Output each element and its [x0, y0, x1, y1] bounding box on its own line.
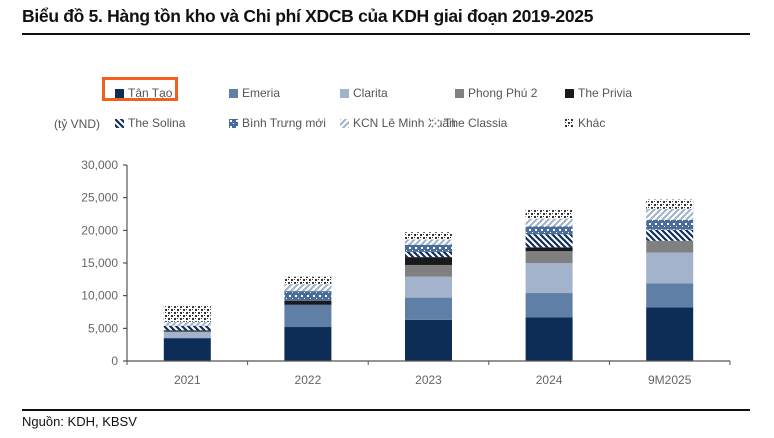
bar-segment-the-privia-2023: [405, 257, 452, 265]
bar-segment-tan-tao-2023: [405, 319, 452, 361]
y-tick-label: 20,000: [81, 223, 118, 237]
bar-segment-phong-phu-2-2023: [405, 264, 452, 277]
bar-segment-kcn-le-minh-xuan-2022: [284, 283, 332, 292]
y-axis-unit-label: (tỷ VND): [54, 117, 100, 131]
y-tick-label: 10,000: [81, 289, 118, 303]
legend-swatch-icon: [115, 88, 124, 98]
bar-segment-tan-tao-2021: [163, 338, 211, 361]
bar-segment-the-privia-2021: [163, 330, 211, 332]
bar-segment-clarita-2021: [163, 331, 211, 339]
legend-swatch-icon: [431, 118, 440, 128]
bar-segment-phong-phu-2-9m2025: [646, 240, 694, 253]
legend-swatch-icon: [455, 88, 464, 98]
legend-swatch-icon: [340, 118, 349, 128]
legend-item-khac: Khác: [565, 116, 605, 130]
bar-segment-the-solina-2024: [525, 234, 573, 248]
bar-segment-phong-phu-2-2024: [525, 251, 573, 263]
legend-label: The Privia: [578, 86, 633, 100]
bar-segment-khac-2021: [163, 306, 211, 322]
y-tick-label: 15,000: [81, 256, 118, 270]
legend-item-the-solina: The Solina: [115, 116, 185, 130]
legend-label: Emeria: [242, 86, 281, 100]
bar-segment-emeria-2024: [525, 293, 573, 318]
bar-segment-binh-trung-moi-2023: [405, 244, 452, 252]
legend-label: Khác: [578, 116, 606, 130]
bar-segment-tan-tao-9m2025: [646, 307, 694, 361]
x-tick-label: 2021: [174, 373, 201, 387]
chart-title: Biểu đồ 5. Hàng tồn kho và Chi phí XDCB …: [22, 6, 594, 26]
legend-label: Bình Trưng mới: [242, 116, 326, 130]
legend-item-binh-trung-moi: Bình Trưng mới: [229, 116, 326, 130]
legend-item-clarita: Clarita: [340, 86, 388, 100]
legend-swatch-icon: [565, 88, 574, 98]
legend-label: Tân Tạo: [128, 86, 173, 100]
bar-segment-the-solina-2021: [163, 325, 211, 331]
bar-segment-khac-2024: [525, 210, 573, 219]
legend-item-tan-tao: Tân Tạo: [115, 86, 172, 100]
bar-segment-clarita-2024: [525, 263, 573, 294]
legend-swatch-icon: [115, 118, 124, 128]
legend-swatch-icon: [229, 88, 238, 98]
bar-segment-emeria-2022: [284, 304, 332, 328]
x-tick-label: 2022: [295, 373, 322, 387]
legend-label: The Classia: [444, 116, 508, 130]
legend-label: KCN Lê Minh Xuân: [353, 116, 456, 130]
bar-segment-the-privia-2022: [284, 300, 332, 305]
legend-item-the-classia: The Classia: [431, 116, 507, 130]
bar-segment-emeria-9m2025: [646, 283, 694, 308]
legend-swatch-icon: [340, 88, 349, 98]
bar-segment-tan-tao-2024: [525, 317, 573, 361]
legend-item-emeria: Emeria: [229, 86, 280, 100]
y-tick-label: 5,000: [88, 321, 118, 335]
x-tick-label: 9M2025: [648, 373, 692, 387]
bar-segment-tan-tao-2022: [284, 327, 332, 361]
y-tick-label: 25,000: [81, 191, 118, 205]
legend-label: Clarita: [353, 86, 388, 100]
bar-segment-kcn-le-minh-xuan-2021: [163, 321, 211, 326]
bar-segment-emeria-2023: [405, 297, 452, 320]
bar-segment-the-solina-2023: [405, 251, 452, 258]
legend-item-the-privia: The Privia: [565, 86, 632, 100]
title-divider: [22, 33, 750, 35]
y-tick-label: 30,000: [81, 158, 118, 172]
legend-label: The Solina: [128, 116, 186, 130]
legend-label: Phong Phú 2: [468, 86, 538, 100]
legend-swatch-icon: [565, 118, 574, 128]
legend-highlight-box: [102, 77, 178, 101]
bar-segment-binh-trung-moi-9m2025: [646, 219, 694, 230]
y-tick-label: 0: [111, 354, 118, 368]
bar-segment-khac-9m2025: [646, 199, 694, 209]
legend-item-phong-phu-2: Phong Phú 2: [455, 86, 537, 100]
bar-segment-khac-2023: [405, 232, 452, 240]
legend-swatch-icon: [229, 118, 238, 128]
bar-segment-kcn-le-minh-xuan-9m2025: [646, 208, 694, 220]
bar-segment-binh-trung-moi-2024: [525, 226, 573, 235]
x-tick-label: 2024: [536, 373, 563, 387]
legend-item-kcn-le-minh-xuan: KCN Lê Minh Xuân: [340, 116, 456, 130]
bar-segment-kcn-le-minh-xuan-2023: [405, 239, 452, 245]
bar-segment-khac-2022: [284, 276, 332, 284]
source-note: Nguồn: KDH, KBSV: [22, 414, 137, 429]
bars-group: [163, 199, 694, 361]
x-tick-label: 2023: [415, 373, 442, 387]
bar-segment-binh-trung-moi-2022: [284, 291, 332, 301]
bar-segment-clarita-9m2025: [646, 252, 694, 284]
bar-segment-kcn-le-minh-xuan-2024: [525, 218, 573, 227]
bar-segment-the-privia-2024: [525, 247, 573, 252]
bar-segment-the-solina-9m2025: [646, 229, 694, 241]
bar-segment-clarita-2023: [405, 276, 452, 298]
axes-group: 2021 2022 2023 2024 9M2025 0 5,000 10,000 15,000…: [81, 158, 731, 387]
footer-divider: [22, 409, 750, 411]
